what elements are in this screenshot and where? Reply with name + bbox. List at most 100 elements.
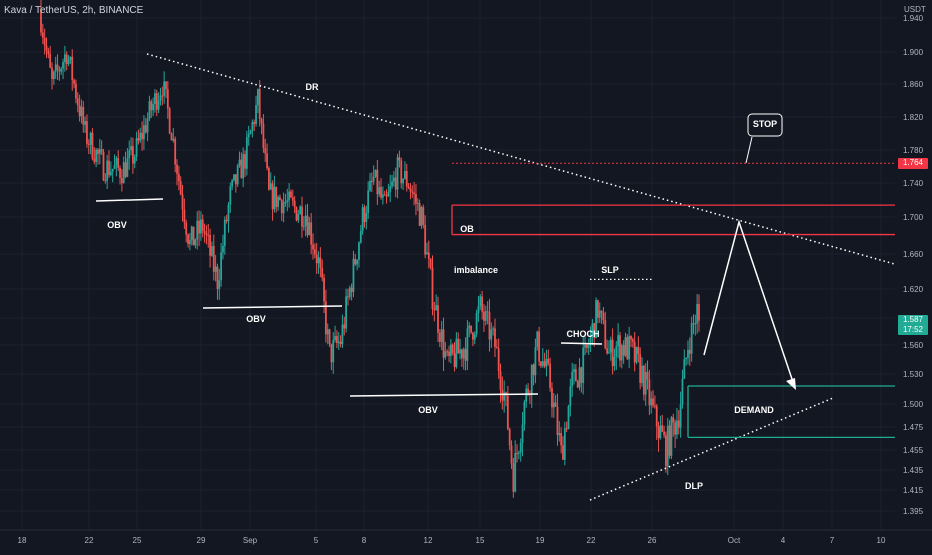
candle-body-358	[698, 303, 700, 321]
candle-body-133	[284, 202, 287, 204]
candle-body-287	[567, 406, 570, 429]
candle-body-237	[475, 312, 478, 335]
candle-body-173	[358, 242, 360, 260]
candle-body-345	[674, 422, 677, 435]
candle-body-200	[407, 186, 410, 189]
candle-body-331	[648, 379, 651, 406]
candle-body-281	[556, 406, 559, 436]
candle-body-300	[591, 323, 594, 335]
candle-body-161	[336, 336, 338, 344]
candle-body-93	[211, 245, 213, 256]
candle-body-314	[617, 335, 620, 347]
candle-body-313	[615, 346, 618, 357]
candle-body-90	[205, 233, 208, 235]
candle-body-101	[225, 219, 228, 222]
candle-body-289	[571, 371, 574, 387]
candle-body-36	[106, 160, 109, 181]
candle-body-132	[282, 202, 285, 214]
candle-body-249	[497, 348, 500, 372]
candle-body-297	[585, 344, 588, 348]
candle-body-356	[694, 323, 697, 325]
candle-body-0	[40, 9, 42, 33]
price-axis-bg	[895, 0, 932, 550]
candle-body-177	[365, 212, 368, 222]
candle-body-137	[291, 197, 294, 201]
candle-body-303	[597, 300, 599, 318]
candle-body-279	[552, 402, 555, 408]
candle-body-210	[426, 252, 428, 255]
candle-body-64	[157, 100, 160, 110]
projection-path	[703, 219, 795, 386]
candle-body-150	[315, 254, 318, 264]
candle-body-167	[347, 296, 349, 298]
candle-body-51	[133, 156, 136, 164]
candle-body-335	[655, 405, 658, 427]
candle-body-6	[51, 67, 53, 79]
candle-body-75	[177, 173, 180, 182]
candle-body-308	[606, 348, 609, 354]
candle-body-144	[304, 215, 307, 226]
annotation-labels: DR OBV OBV OBV OB imbalance SLP CHOCH DEMAND DLP S…	[107, 82, 777, 491]
candle-body-245	[490, 329, 493, 340]
candle-body-207	[420, 207, 423, 226]
candle-body-347	[677, 420, 680, 428]
x-tick-label-6: 8	[362, 536, 367, 545]
candle-body-59	[148, 101, 151, 119]
candle-body-290	[573, 369, 575, 372]
candle-body-271	[538, 331, 540, 362]
candle-body-315	[619, 335, 621, 361]
candle-body-25	[86, 121, 88, 144]
y-tick-label-6: 1.530	[903, 370, 924, 379]
candle-body-298	[587, 345, 590, 348]
candle-body-348	[679, 404, 682, 428]
candle-body-155	[324, 301, 327, 335]
candle-body-170	[352, 258, 355, 292]
candle-body-223	[449, 344, 452, 356]
candle-body-105	[233, 174, 235, 181]
annotation-label-obv: OBV	[246, 314, 266, 324]
candle-body-24	[84, 121, 87, 125]
y-tick-label-3: 1.455	[903, 446, 924, 455]
candle-body-48	[128, 150, 131, 159]
candle-body-45	[122, 162, 125, 184]
candle-body-67	[163, 81, 166, 96]
candle-body-241	[483, 311, 485, 321]
candle-body-294	[580, 367, 583, 383]
candle-body-209	[424, 224, 427, 255]
candle-body-63	[155, 93, 158, 110]
candle-body-73	[174, 138, 177, 165]
candle-body-199	[405, 170, 408, 187]
candle-body-104	[231, 180, 234, 187]
candle-body-89	[203, 231, 206, 234]
candle-body-311	[611, 339, 614, 367]
candle-body-244	[488, 312, 491, 340]
candle-body-257	[512, 463, 515, 492]
candle-body-130	[279, 197, 281, 200]
annotation-label-ob: OB	[460, 224, 474, 234]
symbol-title[interactable]: Kava / TetherUS, 2h, BINANCE	[4, 5, 144, 16]
candle-body-174	[359, 230, 362, 243]
candle-body-37	[108, 160, 110, 176]
candle-body-310	[609, 339, 612, 353]
x-tick-label-10: 22	[587, 536, 596, 545]
candle-body-342	[668, 425, 671, 456]
candle-body-343	[670, 417, 673, 456]
candle-body-55	[141, 132, 143, 140]
candle-body-201	[409, 188, 412, 192]
candle-body-203	[413, 192, 416, 195]
annotation-label-dlp: DLP	[685, 481, 703, 491]
dr-trendline	[146, 53, 899, 266]
candle-body-270	[536, 331, 539, 348]
candle-body-352	[687, 349, 689, 358]
candle-body-218	[440, 329, 443, 342]
x-tick-label-0: 18	[18, 536, 27, 545]
obv-line-2	[202, 305, 343, 309]
candle-body-47	[126, 158, 129, 177]
candle-body-123	[266, 153, 268, 169]
candle-body-258	[514, 453, 517, 492]
candle-body-100	[223, 219, 226, 246]
candle-body-346	[676, 420, 678, 435]
